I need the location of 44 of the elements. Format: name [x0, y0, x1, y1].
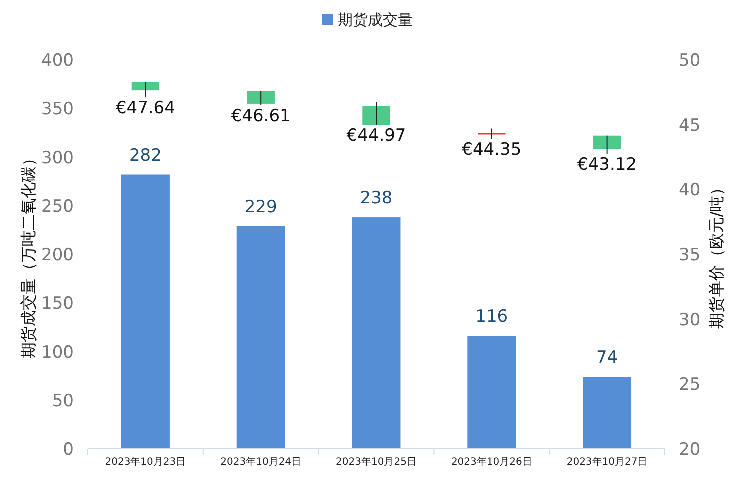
y-tick-label: 350 [42, 100, 74, 120]
data-label: 74 [596, 348, 618, 368]
data-label: 282 [129, 146, 162, 166]
y-tick-label: 0 [63, 440, 74, 460]
x-tick-label: 2023年10月24日 [220, 456, 302, 468]
y-tick-label: 150 [42, 294, 74, 314]
candlestick [132, 82, 160, 98]
text: €44.35 [462, 140, 522, 160]
bar [583, 377, 632, 449]
y-tick-label: 250 [42, 196, 74, 217]
y2-tick-label: 35 [679, 246, 701, 266]
y-tick-label: 100 [42, 342, 74, 363]
y-tick-label: 50 [52, 391, 74, 412]
candlestick [593, 135, 622, 155]
y-tick-label: 200 [42, 246, 74, 266]
y2-tick-label: 40 [679, 180, 701, 201]
x-tick-label: 2023年10月27日 [566, 456, 648, 468]
y2-tick-label: 45 [679, 116, 701, 136]
legend-label: 期货成交量 [338, 11, 413, 29]
bar [236, 226, 286, 449]
y2-tick-label: 50 [679, 51, 701, 71]
candlestick [362, 102, 390, 126]
y-tick-label: 300 [42, 148, 74, 168]
y2-tick-label: 25 [679, 375, 701, 396]
data-label: 116 [476, 307, 508, 328]
data-label: 238 [360, 188, 393, 209]
x-tick-label: 2023年10月26日 [451, 456, 532, 468]
candlestick [478, 128, 506, 140]
y-tick-label: 400 [42, 51, 74, 71]
data-label: 229 [244, 197, 278, 218]
bar [352, 218, 401, 449]
y2-tick-label: 20 [679, 440, 701, 460]
text: €46.61 [231, 106, 291, 126]
bar [468, 336, 516, 449]
y-axis-title: 期货成交量（万吨二氧化碳） [19, 150, 38, 358]
text: €47.64 [116, 98, 176, 119]
x-tick-label: 2023年10月25日 [336, 456, 417, 468]
candlestick [247, 90, 275, 106]
y2-tick-label: 30 [679, 310, 701, 330]
y2-axis-title: 期货单价（欧元/吨） [707, 180, 726, 330]
x-tick-label: 2023年10月23日 [105, 456, 186, 468]
bar [121, 174, 170, 449]
text: €43.12 [578, 155, 638, 176]
text: €44.97 [346, 126, 406, 146]
